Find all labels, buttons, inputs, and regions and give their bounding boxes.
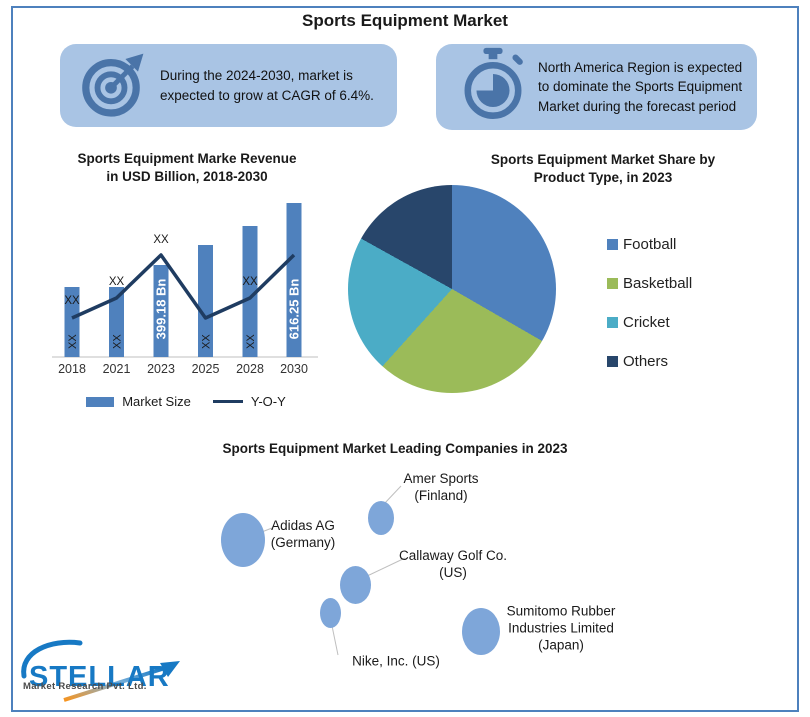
market-size-legend-label: Market Size bbox=[122, 394, 191, 409]
pie-legend: Football Basketball Cricket Others bbox=[607, 236, 692, 393]
yoy-swatch bbox=[212, 399, 243, 404]
legend-item-basketball: Basketball bbox=[607, 275, 692, 292]
bubble-label-nike: Nike, Inc. (US) bbox=[352, 653, 440, 669]
bubble-adidas bbox=[221, 513, 265, 567]
legend-item-others: Others bbox=[607, 353, 692, 370]
market-size-swatch bbox=[86, 396, 115, 407]
companies-chart-title: Sports Equipment Market Leading Companie… bbox=[222, 441, 568, 456]
bubble-callaway bbox=[339, 566, 371, 604]
revenue-chart-title: Sports Equipment Marke Revenue in USD Bi… bbox=[77, 151, 297, 184]
legend-item-cricket: Cricket bbox=[607, 314, 692, 331]
bubble-label-amer-sports: Amer Sports (Finland) bbox=[403, 471, 479, 503]
logo-subtitle: Market Research Pvt. Ltd. bbox=[23, 681, 147, 692]
others-swatch bbox=[607, 355, 618, 367]
bubble-label-sumitomo: Sumitomo Rubber Industries Limited (Japan) bbox=[506, 603, 616, 653]
legend-item-football: Football bbox=[607, 236, 692, 253]
pie-chart-title: Sports Equipment Market Share by Product… bbox=[490, 152, 716, 185]
revenue-legend: Market Size Y-O-Y bbox=[50, 394, 322, 409]
football-swatch bbox=[607, 238, 618, 250]
product-share-pie bbox=[348, 185, 556, 393]
region-callout: North America Region is expected to domi… bbox=[436, 44, 757, 130]
cagr-callout-text: During the 2024-2030, market is expected… bbox=[160, 68, 374, 103]
yoy-legend-label: Y-O-Y bbox=[250, 394, 286, 409]
bubble-nike bbox=[319, 598, 341, 628]
bubble-label-adidas: Adidas AG (Germany) bbox=[270, 518, 336, 550]
stopwatch-icon bbox=[464, 47, 523, 119]
cricket-swatch bbox=[607, 316, 618, 328]
basketball-swatch bbox=[607, 277, 618, 289]
bubble-label-callaway: Callaway Golf Co. (US) bbox=[398, 548, 508, 580]
region-callout-text: North America Region is expected to domi… bbox=[538, 59, 743, 114]
outer-border-frame bbox=[11, 6, 799, 712]
page-title: Sports Equipment Market bbox=[302, 11, 508, 30]
cagr-callout: During the 2024-2030, market is expected… bbox=[60, 44, 397, 127]
bubble-amer-sports bbox=[368, 501, 394, 535]
bubble-sumitomo bbox=[462, 607, 500, 655]
target-arrow-icon bbox=[82, 53, 144, 117]
